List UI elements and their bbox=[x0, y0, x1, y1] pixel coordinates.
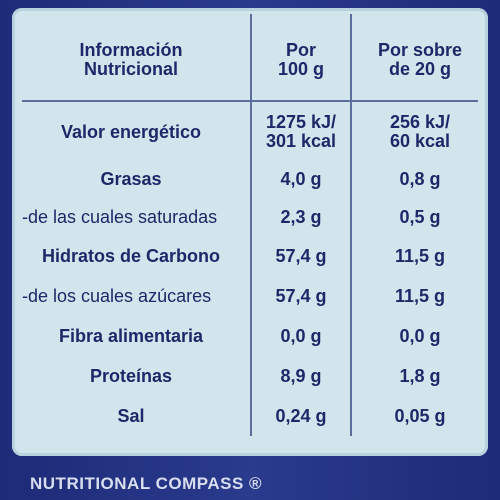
column-divider bbox=[350, 14, 352, 436]
cell-text: 301 kcal bbox=[265, 131, 337, 151]
table-cell: 57,4 g bbox=[252, 276, 350, 316]
cell-text: 60 kcal bbox=[389, 131, 451, 151]
cell-text: Sal bbox=[117, 405, 145, 426]
nutrition-panel: Información Nutricional Por 100 g Por sobre d… bbox=[12, 8, 488, 456]
cell-text: 57,4 g bbox=[275, 285, 327, 306]
cell-text: 1,8 g bbox=[399, 365, 441, 386]
cell-text: 1275 kJ/ bbox=[265, 112, 337, 132]
table-cell: Fibra alimentaria bbox=[12, 316, 250, 356]
table-cell: 1275 kJ/301 kcal bbox=[252, 104, 350, 160]
table-cell: 0,5 g bbox=[352, 198, 488, 236]
footer: NUTRITIONAL COMPASS ® bbox=[30, 474, 263, 493]
table-cell: Información Nutricional bbox=[12, 28, 250, 92]
cell-text: Por bbox=[285, 40, 316, 60]
cell-text: 0,0 g bbox=[399, 325, 441, 346]
cell-text: 256 kJ/ bbox=[389, 112, 451, 132]
cell-text: 100 g bbox=[277, 59, 325, 79]
cell-text: 57,4 g bbox=[275, 245, 327, 266]
cell-text: 0,5 g bbox=[399, 206, 441, 227]
cell-text: 11,5 g bbox=[394, 245, 446, 266]
cell-text: -de los cuales azúcares bbox=[22, 285, 212, 306]
cell-text: 4,0 g bbox=[280, 168, 322, 189]
cell-text: 8,9 g bbox=[280, 365, 322, 386]
table-cell: Grasas bbox=[12, 160, 250, 198]
cell-text: Nutricional bbox=[83, 59, 178, 79]
cell-text: Información bbox=[79, 40, 183, 60]
table-cell: Por sobre de 20 g bbox=[352, 28, 488, 92]
table-cell: -de los cuales azúcares bbox=[12, 276, 250, 316]
table-cell: 0,24 g bbox=[252, 396, 350, 436]
table-cell: Proteínas bbox=[12, 356, 250, 396]
cell-text: Proteínas bbox=[89, 365, 173, 386]
cell-text: Grasas bbox=[100, 168, 162, 189]
table-cell: 4,0 g bbox=[252, 160, 350, 198]
table-cell: 11,5 g bbox=[352, 236, 488, 276]
cell-text: 0,8 g bbox=[399, 168, 441, 189]
table-cell: 0,0 g bbox=[352, 316, 488, 356]
cell-text: 11,5 g bbox=[394, 285, 446, 306]
cell-text: Valor energético bbox=[60, 121, 202, 142]
row-divider bbox=[22, 100, 478, 102]
table-cell: Valor energético bbox=[12, 104, 250, 160]
cell-text: 0,0 g bbox=[280, 325, 322, 346]
table-cell: 0,8 g bbox=[352, 160, 488, 198]
cell-text: 0,05 g bbox=[394, 405, 446, 426]
cell-text: Hidratos de Carbono bbox=[41, 245, 220, 266]
table-cell: 1,8 g bbox=[352, 356, 488, 396]
cell-text: Por sobre bbox=[377, 40, 463, 60]
table-cell: 256 kJ/60 kcal bbox=[352, 104, 488, 160]
table-cell: Sal bbox=[12, 396, 250, 436]
table-cell: 57,4 g bbox=[252, 236, 350, 276]
table-cell: Hidratos de Carbono bbox=[12, 236, 250, 276]
table-cell: 11,5 g bbox=[352, 276, 488, 316]
table-cell: 0,05 g bbox=[352, 396, 488, 436]
table-cell: -de las cuales saturadas bbox=[12, 198, 250, 236]
cell-text: de 20 g bbox=[388, 59, 452, 79]
table-cell: 0,0 g bbox=[252, 316, 350, 356]
cell-text: Fibra alimentaria bbox=[58, 325, 204, 346]
table-cell: 2,3 g bbox=[252, 198, 350, 236]
cell-text: -de las cuales saturadas bbox=[22, 206, 218, 227]
column-divider bbox=[250, 14, 252, 436]
table-cell: 8,9 g bbox=[252, 356, 350, 396]
cell-text: 2,3 g bbox=[280, 206, 322, 227]
cell-text: 0,24 g bbox=[275, 405, 327, 426]
table-cell: Por 100 g bbox=[252, 28, 350, 92]
